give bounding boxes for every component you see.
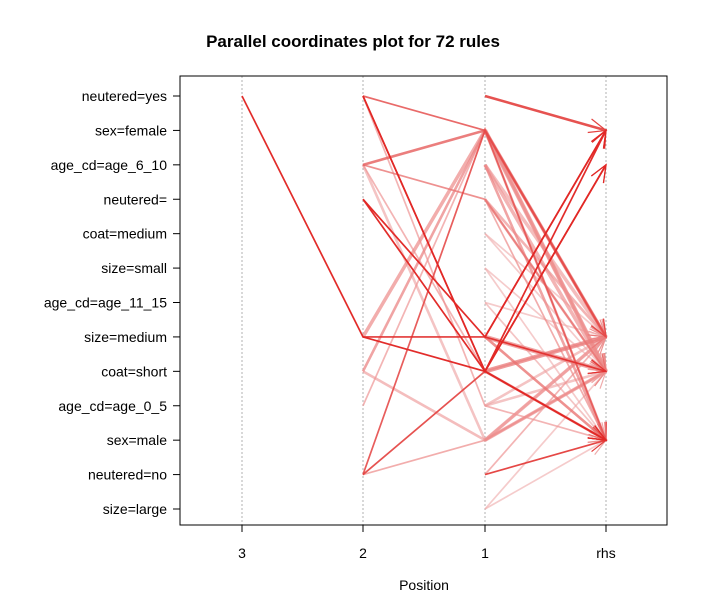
rule-line-17	[362, 128, 607, 475]
y-tick-label: sex=female	[95, 122, 167, 138]
x-tick-label: 1	[481, 545, 489, 561]
rule-line-46	[484, 437, 608, 476]
x-axis: 3 2 1 rhs	[238, 525, 616, 561]
y-tick-label: coat=medium	[83, 226, 167, 242]
rule-line-10	[362, 129, 607, 339]
x-tick-label: rhs	[596, 545, 615, 561]
y-tick-label: coat=short	[101, 363, 167, 379]
rule-line-48	[484, 439, 608, 510]
x-tick-label: 3	[238, 545, 246, 561]
rule-line-41	[484, 163, 607, 372]
y-tick-label: age_cd=age_0_5	[58, 398, 167, 414]
y-tick-label: size=small	[101, 260, 167, 276]
x-axis-title: Position	[399, 577, 449, 593]
y-tick-label: age_cd=age_6_10	[51, 157, 168, 173]
rule-line-43	[484, 335, 608, 407]
rule-line-7	[362, 164, 607, 373]
rule-line-20	[484, 94, 608, 134]
rule-line-29	[484, 198, 607, 442]
rule-line-2	[362, 95, 608, 443]
y-tick-label: neutered=no	[88, 467, 167, 483]
y-tick-label: neutered=yes	[82, 88, 167, 104]
chart-title: Parallel coordinates plot for 72 rules	[206, 32, 500, 51]
y-tick-label: size=large	[103, 501, 167, 517]
rule-line-38	[484, 335, 608, 442]
y-axis: neutered=yes sex=female age_cd=age_6_10neu…	[44, 88, 180, 517]
y-tick-label: neutered=	[104, 191, 167, 207]
rule-line-19	[362, 370, 608, 476]
y-tick-label: sex=male	[107, 432, 168, 448]
y-tick-label: age_cd=age_11_15	[44, 295, 167, 311]
plot-frame	[179, 75, 668, 526]
rule-line-18	[362, 370, 608, 476]
rule-lines	[241, 94, 608, 510]
x-tick-label: 2	[359, 545, 367, 561]
vertical-gridlines	[241, 76, 607, 525]
rule-line-1	[241, 95, 607, 373]
y-tick-label: size=medium	[84, 329, 167, 345]
rule-line-26	[483, 164, 608, 442]
